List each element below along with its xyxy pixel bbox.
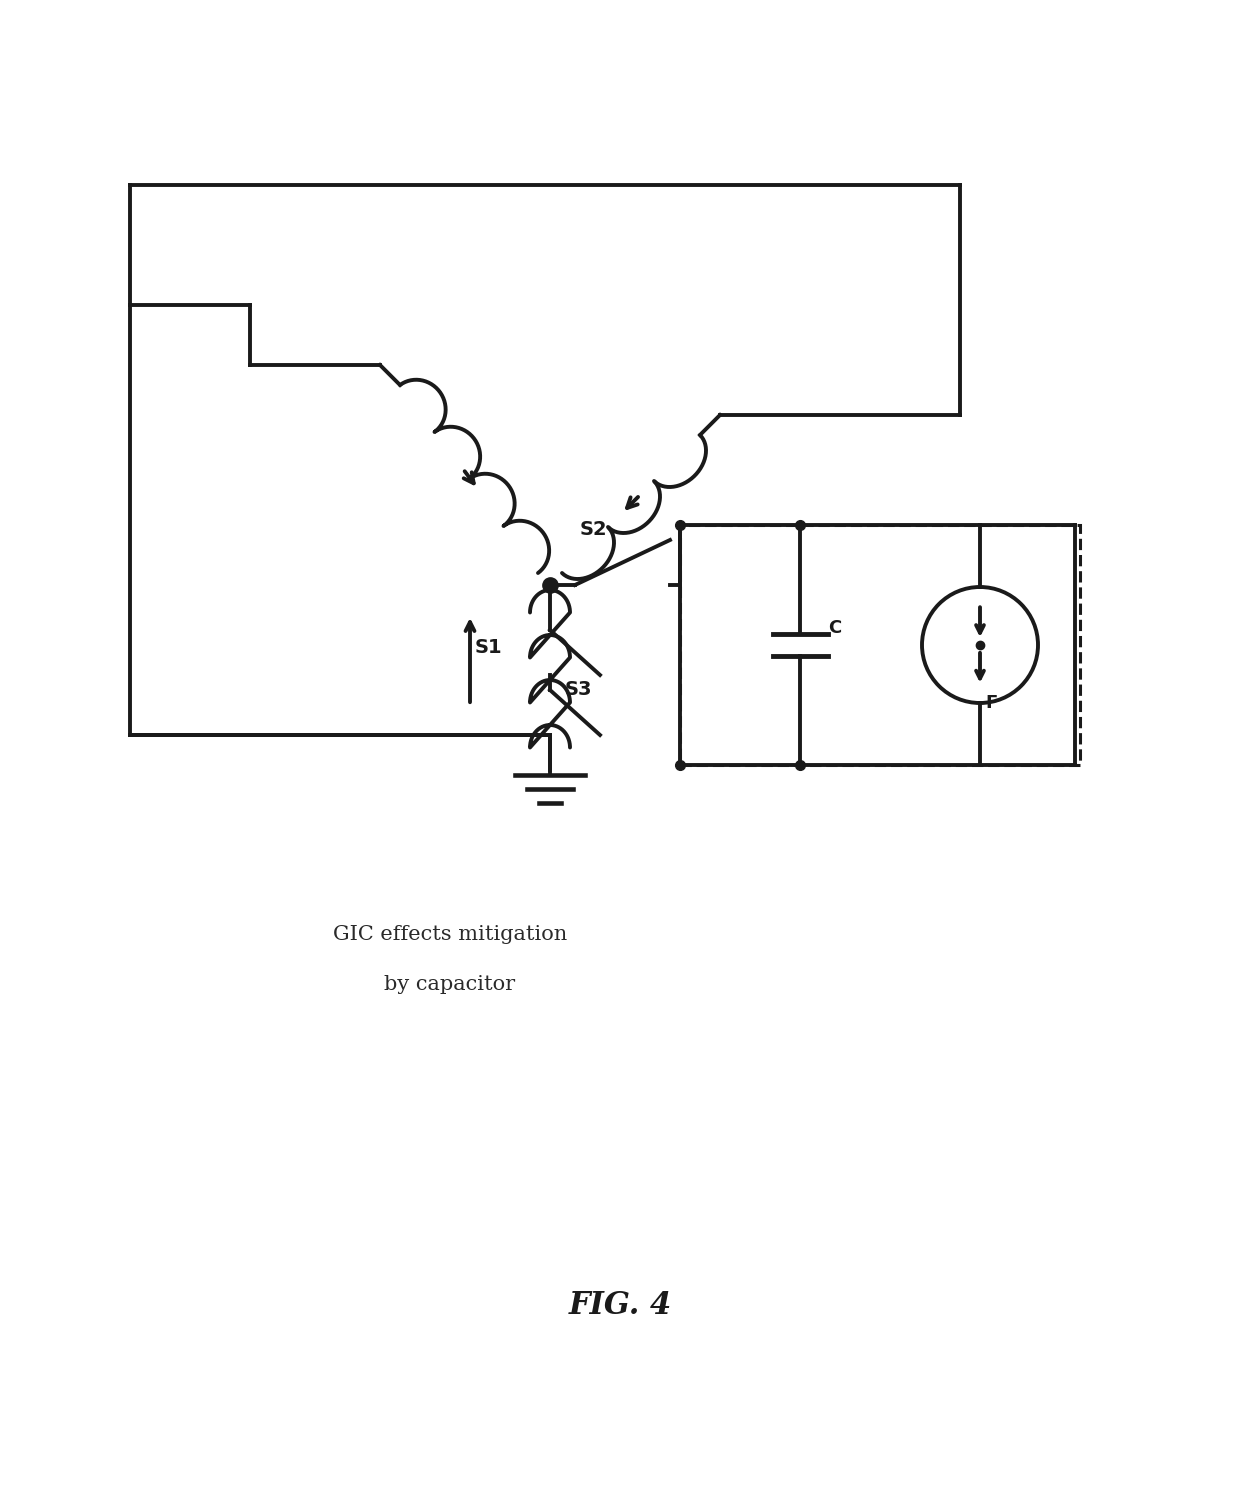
Text: FIG. 4: FIG. 4 bbox=[568, 1289, 672, 1320]
Text: by capacitor: by capacitor bbox=[384, 976, 516, 995]
Text: GIC effects mitigation: GIC effects mitigation bbox=[332, 925, 567, 944]
Bar bbox=[680, 526, 1080, 765]
Text: F: F bbox=[985, 693, 997, 711]
Text: S2: S2 bbox=[580, 520, 608, 539]
Text: S3: S3 bbox=[565, 680, 593, 699]
Text: S1: S1 bbox=[475, 637, 502, 656]
Text: C: C bbox=[828, 619, 841, 637]
